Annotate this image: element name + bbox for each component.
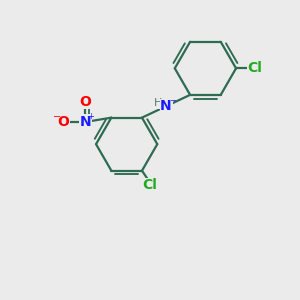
Text: Cl: Cl — [248, 61, 262, 75]
Text: +: + — [88, 112, 94, 121]
Text: O: O — [57, 115, 69, 129]
Text: −: − — [53, 112, 61, 122]
Text: Cl: Cl — [142, 178, 157, 192]
Text: N: N — [160, 99, 172, 113]
Text: −: − — [169, 97, 176, 106]
Text: N: N — [79, 115, 91, 129]
Text: H: H — [154, 98, 162, 108]
Text: O: O — [79, 94, 91, 109]
